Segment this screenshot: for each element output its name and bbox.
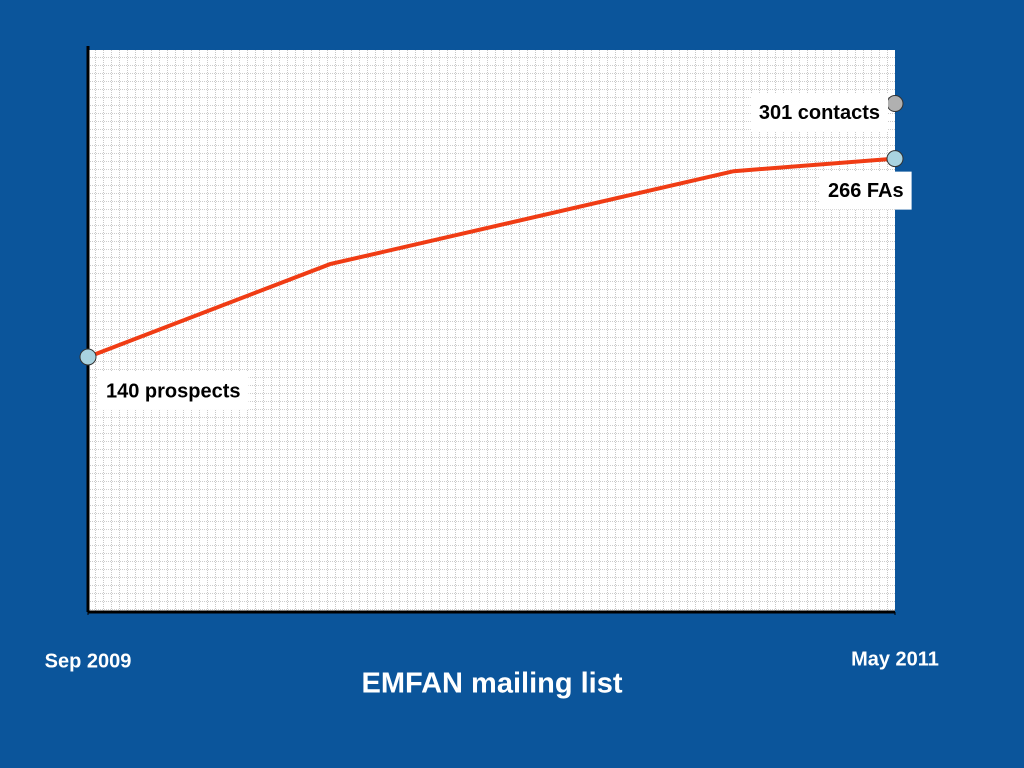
- marker: [79, 348, 97, 366]
- data-label: 266 FAs: [820, 171, 912, 210]
- data-label: 301 contacts: [750, 93, 888, 132]
- data-label-box: [98, 371, 249, 410]
- data-label-box: [750, 93, 888, 132]
- line: [87, 156, 896, 359]
- data-label: 140 prospects: [98, 371, 249, 410]
- data-label-text: 266 FAs: [828, 180, 904, 202]
- x-tick-label: May 2011: [851, 648, 939, 670]
- marker: [886, 150, 904, 168]
- data-label-text: 301 contacts: [759, 102, 880, 124]
- grid: [88, 50, 895, 612]
- x-tick-label: Sep 2009: [45, 650, 132, 672]
- chart-title: EMFAN mailing list: [361, 668, 622, 700]
- data-label-text: 140 prospects: [106, 380, 241, 402]
- data-label-box: [820, 171, 912, 210]
- marker: [886, 95, 904, 113]
